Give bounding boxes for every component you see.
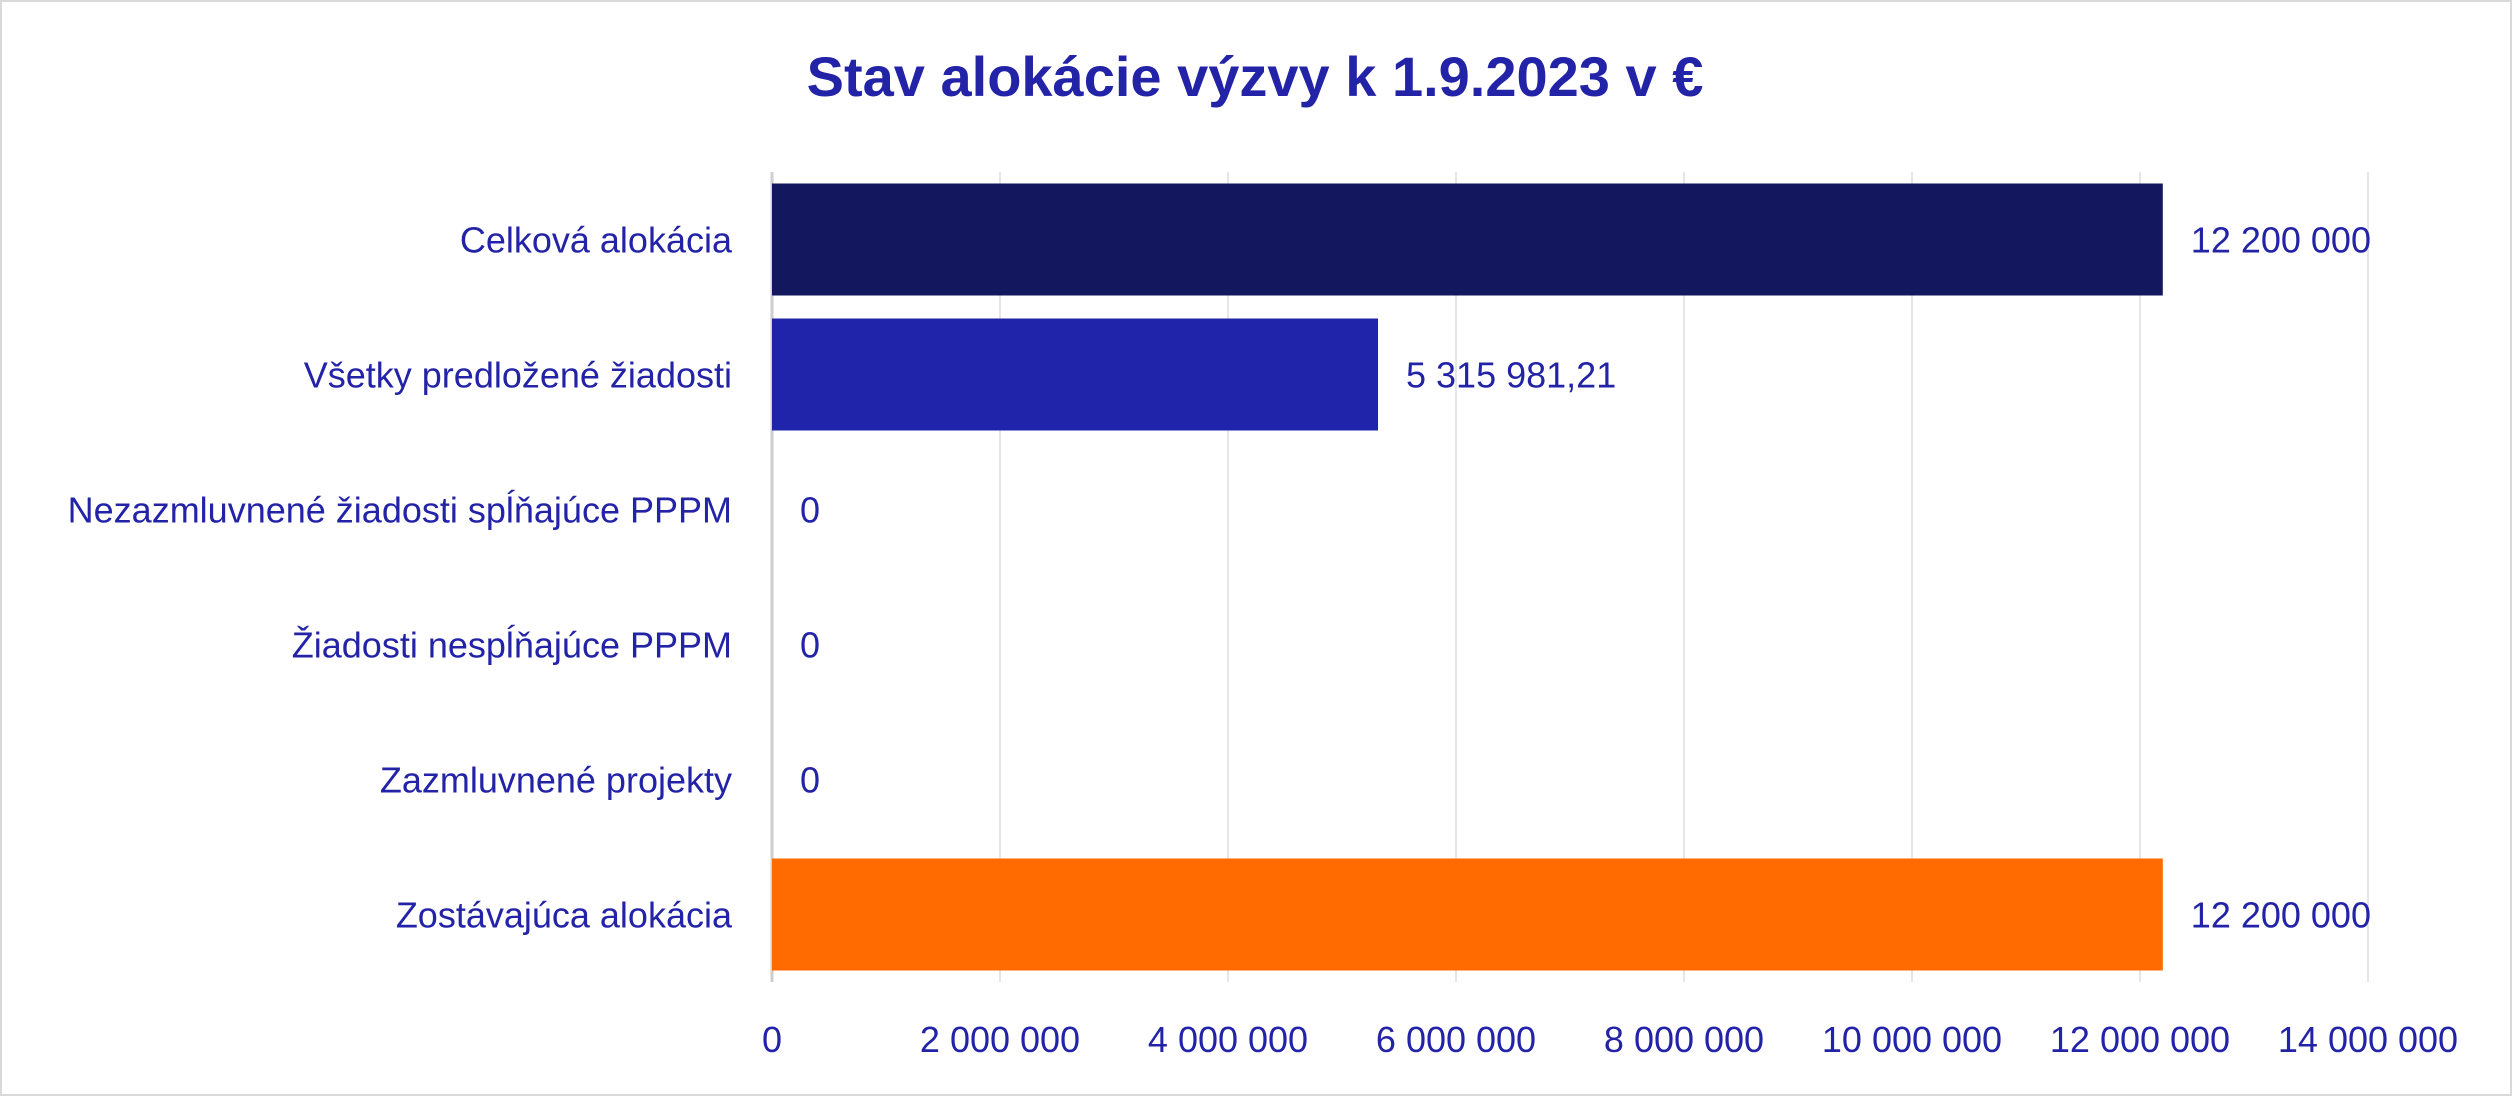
data-label: 12 200 000 bbox=[2191, 220, 2371, 261]
x-tick-label: 8 000 000 bbox=[1604, 1019, 1764, 1060]
x-tick-label: 0 bbox=[762, 1019, 782, 1060]
x-tick-label: 12 000 000 bbox=[2050, 1019, 2230, 1060]
chart-title: Stav alokácie výzvy k 1.9.2023 v € bbox=[807, 45, 1704, 108]
bar bbox=[772, 318, 1379, 431]
data-label: 0 bbox=[800, 625, 820, 666]
x-tick-label: 4 000 000 bbox=[1148, 1019, 1308, 1060]
gridlines bbox=[770, 172, 2369, 982]
category-label: Všetky predložené žiadosti bbox=[304, 355, 732, 396]
data-label: 12 200 000 bbox=[2191, 895, 2371, 936]
data-label: 0 bbox=[800, 490, 820, 531]
category-label: Zazmluvnené projekty bbox=[380, 760, 732, 801]
x-tick-label: 2 000 000 bbox=[920, 1019, 1080, 1060]
data-labels: 12 200 000 5 315 981,21 0 0 0 12 200 000 bbox=[800, 220, 2371, 936]
category-label: Nezazmluvnené žiadosti spĺňajúce PPPM bbox=[68, 489, 732, 531]
bar bbox=[772, 183, 2163, 296]
data-label: 0 bbox=[800, 760, 820, 801]
category-labels: Celková alokácia Všetky predložené žiados… bbox=[68, 220, 733, 936]
category-label: Žiadosti nespĺňajúce PPPM bbox=[292, 624, 732, 666]
x-tick-label: 14 000 000 bbox=[2278, 1019, 2458, 1060]
data-label: 5 315 981,21 bbox=[1406, 355, 1616, 396]
x-tick-label: 10 000 000 bbox=[1822, 1019, 2002, 1060]
category-label: Zostávajúca alokácia bbox=[396, 895, 733, 936]
category-label: Celková alokácia bbox=[460, 220, 733, 261]
bars bbox=[772, 183, 2163, 971]
bar bbox=[772, 858, 2163, 971]
x-axis-tick-labels: 0 2 000 000 4 000 000 6 000 000 8 000 000 10 … bbox=[762, 1019, 2458, 1060]
x-tick-label: 6 000 000 bbox=[1376, 1019, 1536, 1060]
